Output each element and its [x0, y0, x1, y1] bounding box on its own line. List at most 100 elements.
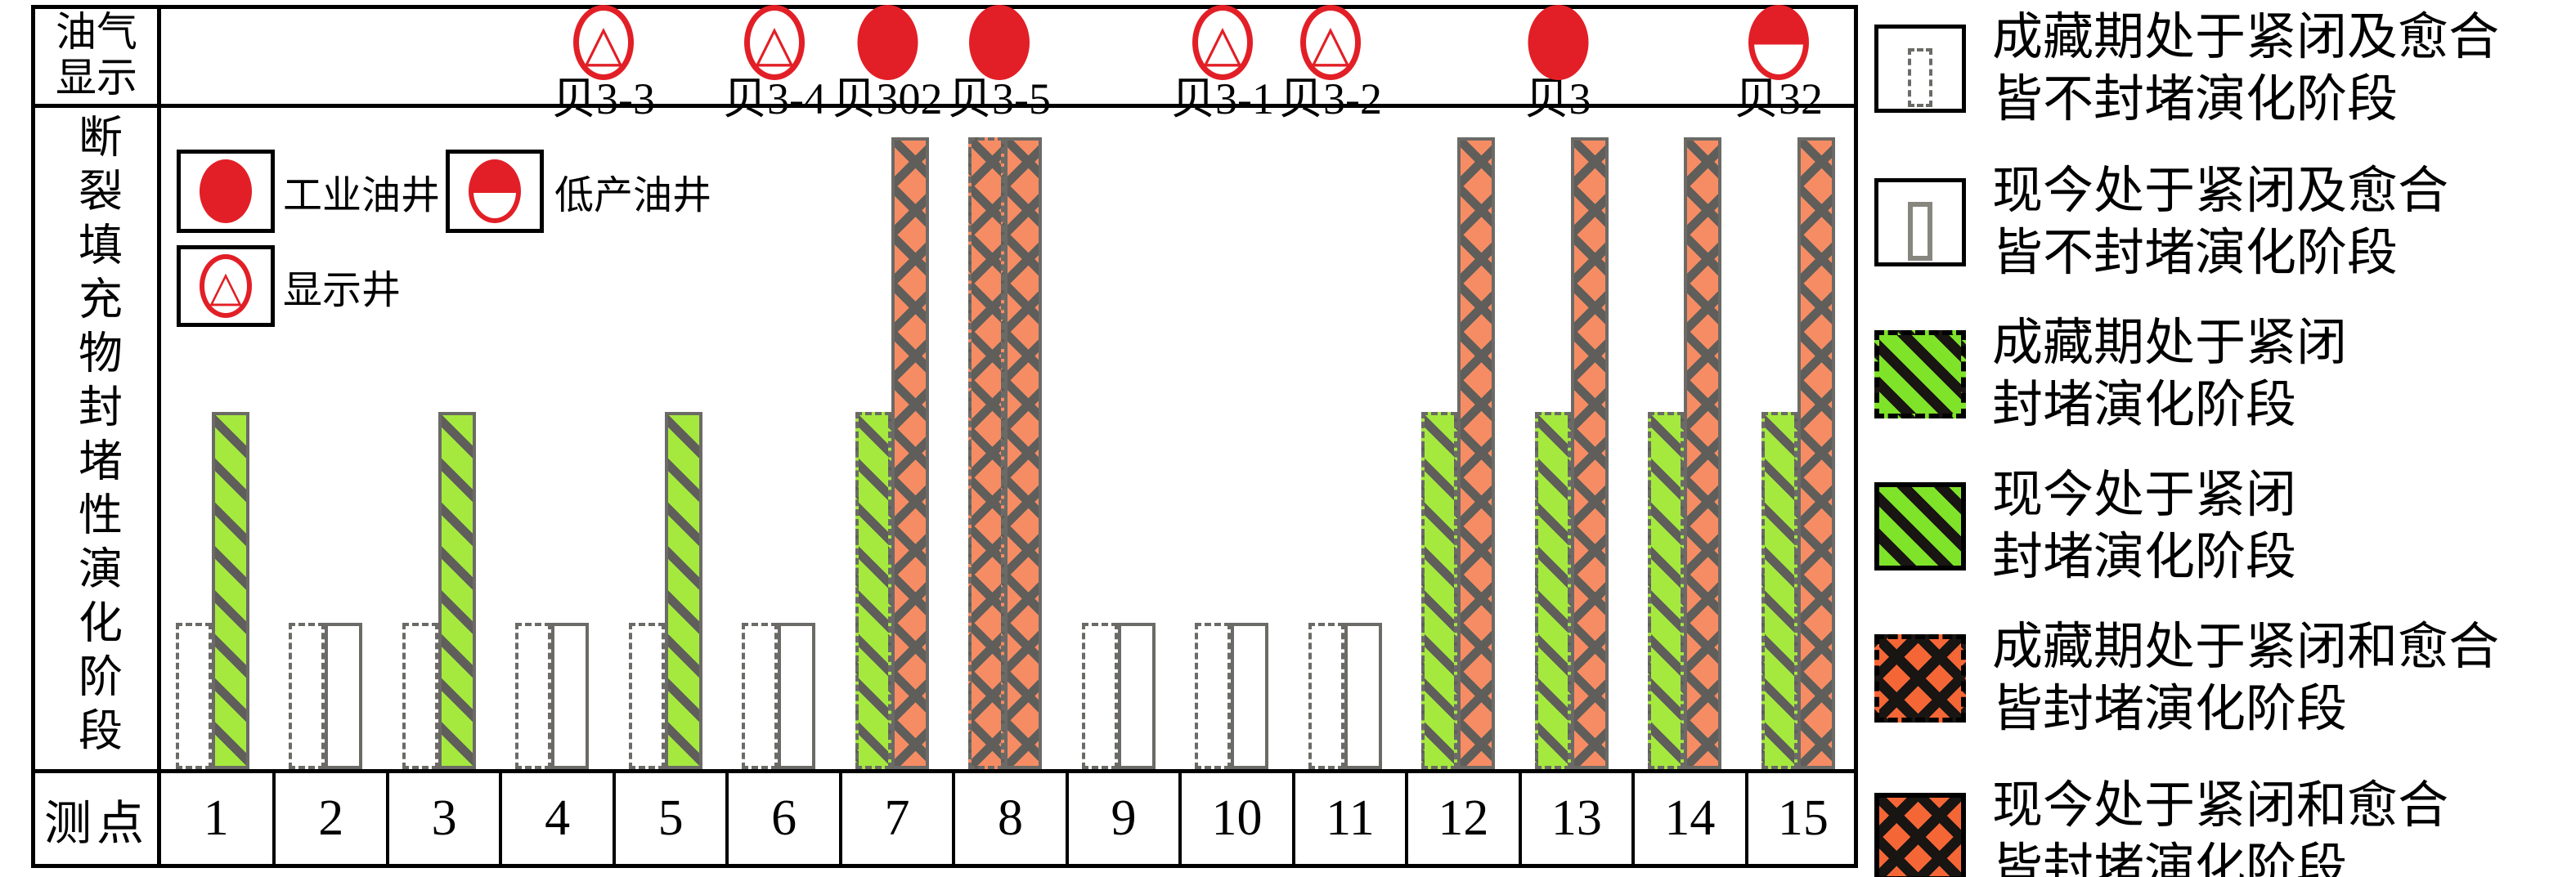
- bar-point2-accumulation-period-none: [289, 623, 325, 769]
- stage-legend-text: 现今处于紧闭和愈合皆封堵演化阶段: [1992, 775, 2448, 877]
- legend-line2: 封堵演化阶段: [1992, 530, 2297, 585]
- measurement-point-13: 13: [1518, 773, 1631, 864]
- bar-point7-accumulation-period-closed: [855, 412, 891, 769]
- stage-legend-panel: 成藏期处于紧闭及愈合 皆不封堵演化阶段 现今处于紧闭及愈合 皆不封堵演化阶段 成藏期处于…: [1874, 0, 2576, 877]
- bar-point7-present-day-both: [891, 137, 929, 769]
- measurement-point-2: 2: [272, 773, 385, 864]
- header-row-divider: [31, 104, 1858, 108]
- bar-point1-accumulation-period-none: [176, 623, 212, 769]
- stage-legend-item-green-solid: 现今处于紧闭 封堵演化阶段: [1874, 464, 2296, 588]
- measurement-point-11: 11: [1291, 773, 1405, 864]
- bar-point12-accumulation-period-closed: [1421, 412, 1458, 769]
- x-axis-label: 测点: [43, 796, 149, 850]
- legend-line2: 皆封堵演化阶段: [1992, 682, 2348, 737]
- measurement-point-8: 8: [952, 773, 1065, 864]
- oil-gas-show-line1: 油气: [56, 9, 137, 55]
- stage-legend-text: 现今处于紧闭 封堵演化阶段: [1992, 464, 2296, 588]
- well-贝3-5: 贝3-5: [948, 5, 1051, 122]
- y-axis-label: 断裂填充物封堵性演化阶段: [71, 114, 121, 761]
- bar-point13-accumulation-period-closed: [1534, 412, 1571, 769]
- measurement-point-4: 4: [499, 773, 612, 864]
- bar-point15-accumulation-period-closed: [1761, 412, 1797, 769]
- bar-point6-present-day-none: [778, 623, 816, 769]
- legend-line2: 皆封堵演化阶段: [1992, 840, 2348, 877]
- show-well-icon: △: [572, 5, 634, 80]
- bar-point8-accumulation-period-both: [968, 137, 1005, 769]
- well-贝302: 贝302: [832, 5, 943, 122]
- industrial-well-legend-label: 工业油井: [283, 174, 441, 217]
- legend-swatch-orange-solid-icon: [1874, 793, 1966, 877]
- measurement-point-14: 14: [1631, 773, 1744, 864]
- well-label: 贝3-4: [723, 74, 826, 123]
- well-label: 贝302: [832, 74, 943, 123]
- bar-point6-accumulation-period-none: [742, 623, 779, 769]
- triangle-glyph: △: [755, 16, 794, 72]
- show-well-legend-box: △: [177, 245, 275, 327]
- well-贝3-3: △ 贝3-3: [552, 5, 655, 122]
- stage-legend-text: 成藏期处于紧闭 封堵演化阶段: [1992, 312, 2347, 436]
- measurement-point-10: 10: [1178, 773, 1291, 864]
- legend-line1: 成藏期处于紧闭: [1992, 315, 2348, 371]
- industrial-well-icon: [200, 159, 252, 223]
- oil-gas-show-row-label: 油气 显示: [35, 7, 158, 103]
- bar-point10-accumulation-period-none: [1195, 623, 1232, 769]
- show-well-icon: △: [200, 254, 252, 318]
- legend-swatch-white-solid-icon: [1874, 178, 1966, 266]
- well-label: 贝3-1: [1171, 74, 1274, 123]
- triangle-glyph: △: [584, 16, 623, 72]
- bar-point3-accumulation-period-none: [402, 623, 438, 769]
- bar-point4-present-day-none: [551, 623, 590, 769]
- measurement-point-9: 9: [1065, 773, 1178, 864]
- low-well-icon: [1748, 5, 1809, 80]
- well-label: 贝3: [1524, 74, 1591, 123]
- legend-swatch-white-dashed-icon: [1874, 25, 1966, 113]
- figure-outer-border: [31, 5, 1858, 868]
- stage-legend-text: 成藏期处于紧闭及愈合 皆不封堵演化阶段: [1992, 7, 2499, 131]
- measurement-point-15: 15: [1744, 773, 1858, 864]
- bar-point12-present-day-both: [1457, 137, 1496, 769]
- low-production-well-legend-label: 低产油井: [554, 174, 712, 217]
- measurement-point-12: 12: [1405, 773, 1518, 864]
- bottom-row-divider: [31, 769, 1858, 773]
- bar-point4-accumulation-period-none: [515, 623, 552, 769]
- legend-line2: 封堵演化阶段: [1992, 378, 2297, 433]
- legend-swatch-orange-dashed-icon: [1874, 634, 1966, 723]
- well-label: 贝3-3: [552, 74, 655, 123]
- measurement-point-6: 6: [725, 773, 838, 864]
- well-贝3: 贝3: [1525, 5, 1591, 122]
- bar-point13-present-day-both: [1570, 137, 1609, 769]
- stage-legend-item-white-solid: 现今处于紧闭及愈合 皆不封堵演化阶段: [1874, 160, 2448, 284]
- stage-legend-item-orange-dashed: 成藏期处于紧闭和愈合 皆封堵演化阶段: [1874, 616, 2499, 741]
- well-贝3-2: △ 贝3-2: [1279, 5, 1382, 122]
- well-贝32: 贝32: [1735, 5, 1823, 122]
- well-贝3-1: △ 贝3-1: [1171, 5, 1274, 122]
- bar-point15-present-day-both: [1797, 137, 1835, 769]
- show-well-icon: △: [743, 5, 805, 80]
- bar-point3-present-day-closed: [438, 412, 476, 769]
- bar-point10-present-day-none: [1231, 623, 1269, 769]
- stage-legend-item-orange-solid: 现今处于紧闭和愈合皆封堵演化阶段: [1874, 775, 2448, 877]
- mini-bar-glyph: [1908, 48, 1932, 107]
- bar-point9-accumulation-period-none: [1081, 623, 1118, 769]
- legend-line2: 皆不封堵演化阶段: [1992, 72, 2399, 128]
- bar-point11-present-day-none: [1344, 623, 1382, 769]
- industrial-well-icon: [1528, 5, 1588, 80]
- well-label: 贝3-5: [948, 74, 1051, 123]
- stage-legend-item-green-dashed: 成藏期处于紧闭 封堵演化阶段: [1874, 312, 2347, 436]
- stage-legend-text: 成藏期处于紧闭和愈合 皆封堵演化阶段: [1992, 616, 2499, 741]
- low-production-well-icon: [469, 159, 521, 223]
- industrial-well-legend-box: [177, 150, 275, 233]
- bar-point8-present-day-both: [1004, 137, 1043, 769]
- well-贝3-4: △ 贝3-4: [723, 5, 826, 122]
- well-label: 贝32: [1735, 74, 1823, 123]
- bar-point11-accumulation-period-none: [1308, 623, 1344, 769]
- bar-point1-present-day-closed: [212, 412, 249, 769]
- triangle-glyph: △: [209, 263, 242, 311]
- legend-line1: 现今处于紧闭和愈合: [1992, 778, 2449, 834]
- bar-point5-present-day-closed: [664, 412, 702, 769]
- stage-legend-text: 现今处于紧闭及愈合 皆不封堵演化阶段: [1992, 160, 2448, 284]
- measurement-point-7: 7: [838, 773, 952, 864]
- bar-point2-present-day-none: [325, 623, 363, 769]
- legend-swatch-green-dashed-icon: [1874, 330, 1966, 418]
